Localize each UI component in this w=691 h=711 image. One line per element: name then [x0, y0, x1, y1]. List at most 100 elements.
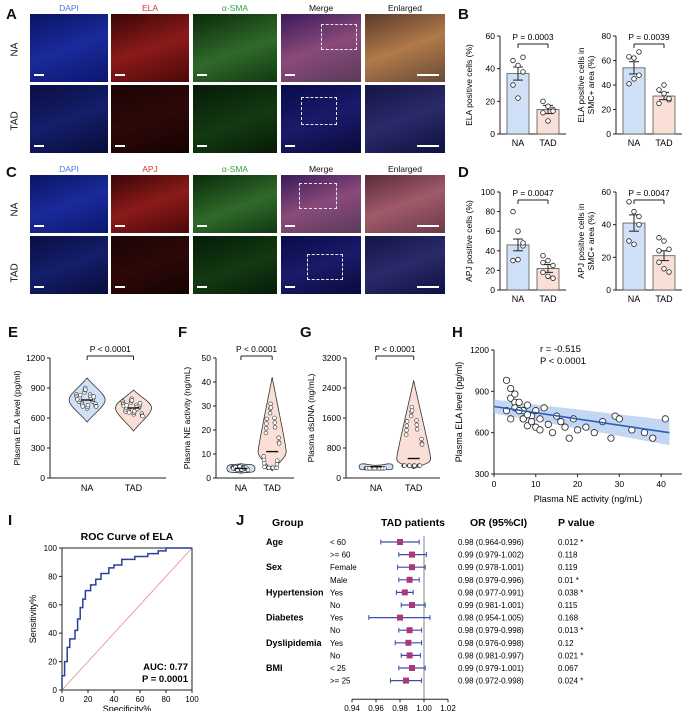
chart-i-roc-curve: ROC Curve of ELA 0 20 40 60 80 100 0 20 40 60 80 100… — [28, 531, 199, 711]
data-point — [636, 221, 642, 228]
y-tick-label: 1200 — [470, 345, 489, 355]
data-point — [590, 429, 598, 437]
row-label-na: NA — [9, 202, 21, 217]
image-a-na-sma — [193, 14, 277, 82]
p-value-label: P < 0.0001 — [90, 344, 131, 354]
p-value-label: P = 0.0047 — [512, 188, 553, 198]
y-tick-label: 1600 — [322, 413, 341, 423]
data-point — [402, 463, 407, 468]
data-point — [507, 384, 515, 393]
x-tick-label: 0 — [60, 695, 65, 704]
subgroup-label: >= 25 — [330, 677, 351, 686]
auc-p-value: P = 0.0001 — [142, 674, 189, 685]
or-value: 0.99 (0.981-1.001) — [458, 601, 524, 610]
p-value: 0.168 — [558, 614, 579, 623]
data-point — [511, 390, 519, 398]
data-point — [656, 87, 662, 93]
point-estimate — [397, 614, 403, 621]
point-estimate — [406, 576, 413, 583]
data-point — [545, 273, 551, 279]
data-point — [264, 426, 269, 431]
image-c-tad-dapi — [30, 236, 108, 294]
y-axis-label: ELA positive cells inSMC+ area (%) — [576, 47, 596, 122]
p-value: 0.067 — [558, 664, 579, 673]
data-point — [414, 418, 419, 423]
chart-d-apj-smc-area: 0 20 40 60 APJ positive cells inSMC+ area (%… — [576, 187, 682, 304]
x-axis-label: Plasma NE activity (ng/mL) — [534, 494, 643, 504]
y-tick-label: 2400 — [322, 383, 341, 393]
data-point — [276, 441, 282, 446]
data-point — [404, 419, 410, 424]
data-point — [573, 426, 582, 434]
p-value-label: P < 0.0001 — [374, 344, 415, 354]
data-point — [270, 465, 276, 471]
data-point — [417, 463, 423, 468]
image-c-na-enlarged — [365, 175, 445, 233]
chart-b-ela-smc-area: 0 20 40 60 80 ELA positive cells inSMC+ area … — [576, 31, 682, 148]
y-tick-label: 60 — [486, 31, 496, 41]
data-point — [515, 228, 521, 234]
data-point — [263, 430, 269, 436]
p-value-label: P = 0.0003 — [512, 32, 553, 42]
data-point — [656, 259, 662, 265]
x-tick-label: NA — [512, 294, 525, 304]
data-point — [540, 404, 548, 412]
y-tick-label: 40 — [486, 246, 496, 256]
image-a-tad-dapi — [30, 85, 108, 153]
data-point — [510, 82, 516, 88]
panel-letter-a: A — [6, 6, 17, 23]
data-point — [83, 387, 88, 392]
p-value: 0.115 — [558, 601, 578, 610]
data-point — [137, 401, 143, 406]
data-point — [626, 54, 632, 60]
data-point — [507, 394, 515, 402]
image-a-na-ela — [111, 14, 189, 82]
y-tick-label: 80 — [602, 31, 612, 41]
x-tick-label: NA — [81, 483, 94, 493]
data-point — [272, 415, 277, 421]
y-tick-label: 0 — [490, 129, 495, 139]
x-tick-label: NA — [628, 294, 641, 304]
data-point — [536, 426, 544, 434]
x-tick-label: NA — [235, 483, 248, 493]
column-header-merge: Merge — [308, 164, 334, 174]
y-tick-label: 40 — [602, 220, 612, 230]
data-point — [407, 463, 412, 468]
x-axis-label: Specificity% — [103, 704, 152, 711]
point-estimate — [401, 589, 408, 596]
image-a-na-dapi — [30, 14, 108, 82]
x-tick-label: 100 — [185, 695, 199, 704]
data-point — [502, 376, 511, 384]
data-point — [636, 72, 642, 78]
data-point — [656, 248, 662, 254]
x-tick-label: TAD — [263, 483, 281, 493]
y-tick-label: 40 — [486, 64, 496, 74]
data-point — [615, 415, 623, 423]
chart-h-correlation: 300 600 900 1200 0 10 20 30 40 Plasma ELA level (… — [454, 344, 682, 504]
or-value: 0.98 (0.954-1.005) — [458, 614, 524, 623]
data-point — [414, 422, 420, 428]
y-tick-label: 10 — [202, 449, 212, 459]
x-tick-label: 1.02 — [440, 704, 456, 711]
data-point — [661, 266, 667, 272]
data-point — [561, 423, 569, 431]
data-point — [419, 442, 425, 447]
auc-label: AUC: 0.77 — [143, 662, 188, 673]
data-point — [540, 98, 546, 105]
y-tick-label: 600 — [475, 428, 489, 438]
or-value: 0.98 (0.981-0.997) — [458, 651, 524, 660]
data-point — [666, 269, 672, 275]
data-point — [75, 397, 80, 402]
image-c-na-sma — [193, 175, 277, 233]
chart-e-plasma-ela: 0 300 600 900 1200 Plasma ELA level (pg/ml) NA… — [12, 344, 166, 493]
column-header-sma: α-SMA — [221, 3, 249, 13]
or-value: 0.98 (0.972-0.998) — [458, 677, 524, 686]
y-tick-label: 60 — [48, 601, 57, 610]
data-point — [649, 434, 657, 442]
y-tick-label: 30 — [202, 401, 212, 411]
x-tick-label: TAD — [539, 294, 557, 304]
data-point — [520, 54, 526, 60]
subgroup-label: No — [330, 626, 341, 635]
data-point — [607, 434, 615, 442]
y-tick-label: 300 — [475, 469, 489, 479]
